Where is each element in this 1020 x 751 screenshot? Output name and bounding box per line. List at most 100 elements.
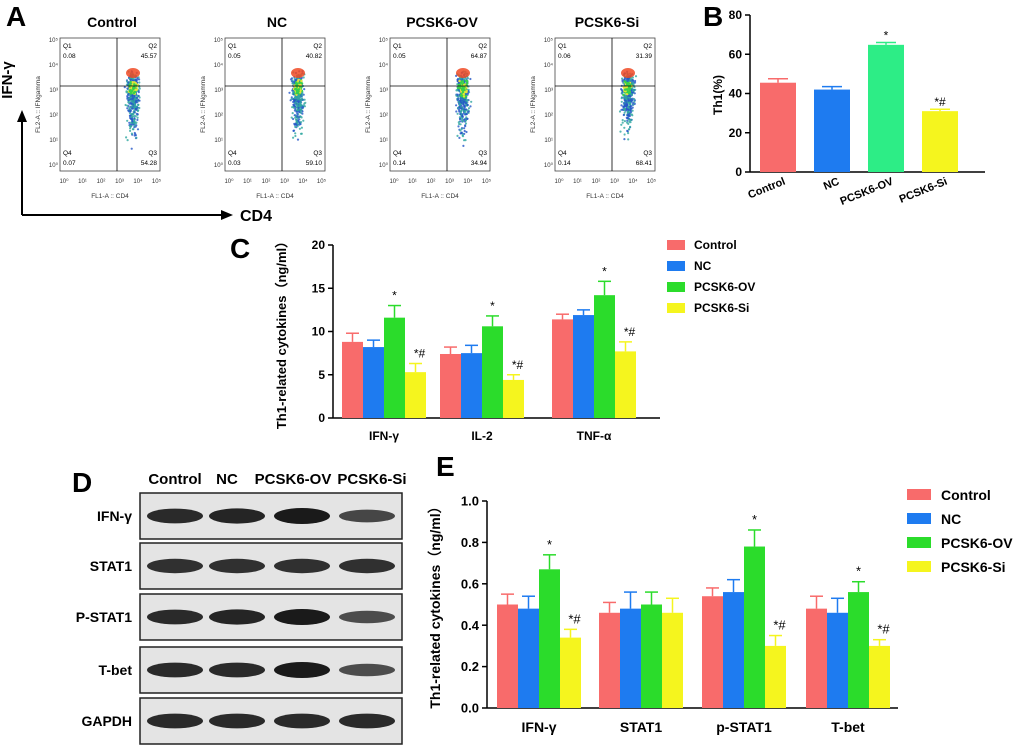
flow-event-dot bbox=[629, 99, 632, 102]
flow-event-dot-dense bbox=[622, 93, 625, 97]
flow-x-tick-label: 10¹ bbox=[408, 179, 417, 185]
blot-band bbox=[209, 713, 265, 729]
x-tick-label: NC bbox=[822, 176, 841, 193]
flow-event-dot bbox=[136, 128, 140, 131]
quadrant-q3-label: Q3 bbox=[478, 150, 487, 157]
quadrant-q4-value: 0.14 bbox=[558, 160, 571, 167]
flow-event-dot bbox=[299, 115, 302, 118]
flow-event-dot bbox=[627, 108, 630, 111]
flow-event-dot bbox=[460, 109, 463, 113]
flow-event-dot bbox=[298, 110, 301, 114]
bar bbox=[440, 353, 461, 418]
flow-event-dot bbox=[633, 98, 636, 101]
flow-x-axis-label: FL1-A :: CD4 bbox=[91, 193, 129, 200]
flow-event-dot bbox=[463, 132, 466, 135]
bar bbox=[869, 645, 890, 708]
bar bbox=[641, 604, 662, 708]
bar bbox=[552, 319, 573, 418]
flow-event-dot-dense bbox=[463, 86, 466, 89]
flow-event-dot bbox=[126, 87, 129, 90]
flow-event-dot bbox=[294, 78, 297, 81]
flow-event-dot bbox=[292, 103, 295, 106]
flow-event-dot bbox=[124, 103, 127, 107]
significance-label: *# bbox=[568, 611, 581, 626]
flow-event-dot bbox=[469, 77, 472, 81]
flow-event-dot bbox=[627, 138, 630, 141]
flow-event-dot bbox=[470, 100, 473, 103]
flow-event-dot bbox=[135, 136, 138, 139]
flow-y-tick-label: 10¹ bbox=[544, 138, 553, 144]
panel-a-x-axis-label: CD4 bbox=[240, 208, 272, 225]
y-tick-label: 0.2 bbox=[461, 659, 479, 674]
flow-event-dot bbox=[129, 117, 132, 120]
x-tick-label: p-STAT1 bbox=[716, 719, 772, 735]
flow-x-tick-label: 10¹ bbox=[243, 179, 252, 185]
flow-event-dot-dense bbox=[130, 89, 134, 93]
bar bbox=[539, 569, 560, 708]
bar bbox=[702, 596, 723, 708]
blot-band bbox=[339, 509, 395, 523]
flow-x-tick-label: 10⁰ bbox=[389, 178, 399, 185]
flow-y-axis-label: FL2-A :: IFNgamma bbox=[35, 76, 42, 133]
flow-event-dot bbox=[455, 74, 458, 77]
flow-y-tick-label: 10² bbox=[544, 113, 553, 119]
flow-event-dot-dense bbox=[460, 81, 463, 84]
flow-y-axis-label: FL2-A :: IFNgamma bbox=[200, 76, 207, 133]
legend-swatch bbox=[667, 303, 685, 313]
flow-event-dot bbox=[126, 139, 129, 142]
flow-event-dot bbox=[131, 128, 134, 131]
flow-hotspot bbox=[621, 68, 635, 78]
flow-event-dot bbox=[458, 116, 461, 119]
flow-event-dot bbox=[623, 107, 626, 111]
flow-event-dot bbox=[131, 79, 135, 82]
flow-event-dot bbox=[292, 129, 296, 132]
quadrant-q3-value: 34.94 bbox=[471, 160, 488, 167]
quadrant-q1-label: Q1 bbox=[228, 43, 237, 50]
x-tick-label: TNF-α bbox=[577, 429, 612, 443]
flow-event-dot bbox=[625, 102, 628, 105]
blot-lane-label: PCSK6-Si bbox=[337, 471, 406, 488]
x-tick-label: PCSK6-Si bbox=[898, 176, 950, 206]
significance-label: * bbox=[547, 537, 552, 552]
quadrant-q2-label: Q2 bbox=[478, 43, 487, 50]
quadrant-q2-label: Q2 bbox=[643, 43, 652, 50]
legend-label: PCSK6-OV bbox=[694, 280, 755, 294]
flow-event-dot bbox=[622, 113, 625, 117]
quadrant-q4-label: Q4 bbox=[63, 150, 72, 157]
flow-event-dot-dense bbox=[134, 88, 137, 92]
flow-y-tick-label: 10⁵ bbox=[49, 37, 59, 44]
flow-event-dot-dense bbox=[462, 92, 465, 96]
flow-x-tick-label: 10⁵ bbox=[152, 178, 162, 185]
x-tick-label: IFN-γ bbox=[522, 719, 557, 735]
flow-x-axis-label: FL1-A :: CD4 bbox=[256, 193, 294, 200]
flow-y-tick-label: 10⁵ bbox=[544, 37, 554, 44]
flow-y-tick-label: 10³ bbox=[544, 88, 553, 94]
flow-event-dot bbox=[303, 105, 306, 108]
y-axis-label: Th1-related cytokines（ng/ml） bbox=[427, 499, 443, 708]
flow-event-dot bbox=[291, 112, 294, 115]
significance-label: * bbox=[752, 512, 757, 527]
flow-event-dot bbox=[134, 98, 137, 101]
flow-event-dot-dense bbox=[133, 90, 136, 94]
flow-event-dot bbox=[455, 104, 458, 107]
flow-event-dot bbox=[294, 114, 297, 118]
blot-band bbox=[147, 713, 203, 729]
flow-event-dot bbox=[465, 130, 468, 134]
quadrant-q2-value: 64.87 bbox=[471, 53, 488, 60]
flow-event-dot bbox=[634, 75, 638, 78]
flow-event-dot bbox=[303, 88, 306, 91]
flow-event-dot bbox=[623, 111, 626, 114]
flow-event-dot bbox=[292, 82, 295, 85]
flow-event-dot bbox=[456, 134, 459, 137]
bar bbox=[518, 608, 539, 708]
flow-event-dot bbox=[130, 113, 133, 116]
flow-event-dot-dense bbox=[463, 90, 466, 94]
bar bbox=[560, 637, 581, 708]
y-tick-label: 20 bbox=[312, 238, 326, 252]
flow-event-dot bbox=[463, 78, 466, 81]
flow-event-dot bbox=[455, 89, 458, 92]
flow-event-dot bbox=[467, 90, 470, 93]
quadrant-q4-value: 0.07 bbox=[63, 160, 76, 167]
y-tick-label: 1.0 bbox=[461, 494, 479, 509]
flow-event-dot bbox=[289, 78, 293, 81]
